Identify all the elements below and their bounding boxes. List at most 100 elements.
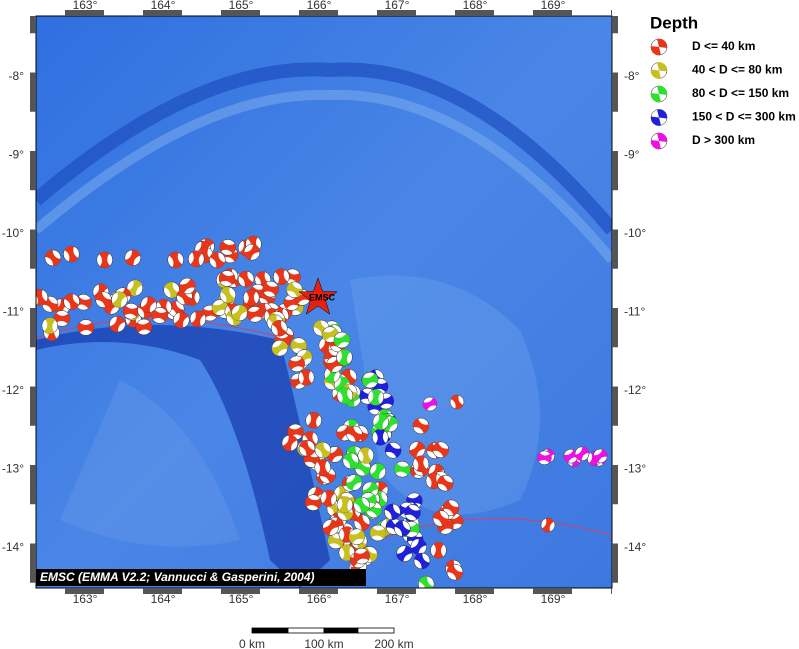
focal-mechanism xyxy=(322,519,339,536)
frame-tick xyxy=(221,588,260,594)
ball-quadrant xyxy=(191,310,205,327)
frame-tick xyxy=(455,10,494,16)
lat-label: -10° xyxy=(624,226,646,240)
focal-mechanism xyxy=(442,499,460,517)
ball-quadrant xyxy=(123,305,140,318)
lon-label: 167° xyxy=(385,592,410,606)
legend-label: D <= 40 km xyxy=(692,39,755,53)
ball-quadrant xyxy=(95,291,112,308)
legend-label: 80 < D <= 150 km xyxy=(692,86,789,100)
ball-quadrant xyxy=(322,490,335,507)
focal-mechanism xyxy=(540,517,556,533)
frame-tick xyxy=(30,543,36,583)
ball-quadrant xyxy=(537,452,552,463)
ball-quadrant xyxy=(437,519,454,533)
ball-quadrant xyxy=(374,429,386,446)
focal-mechanism xyxy=(219,286,237,304)
lat-label: -9° xyxy=(9,148,25,162)
focal-mechanism xyxy=(151,307,168,324)
lat-label: -8° xyxy=(624,69,640,83)
focal-mechanism xyxy=(432,441,449,459)
scale-label: 200 km xyxy=(374,637,413,649)
legend-entry: D > 300 km xyxy=(650,132,755,150)
focal-mechanism xyxy=(237,270,255,288)
frame-tick xyxy=(30,308,36,348)
ball-quadrant xyxy=(450,395,464,410)
focal-mechanism xyxy=(63,293,80,310)
ball-quadrant xyxy=(209,251,225,268)
ball-quadrant xyxy=(338,349,351,366)
frame-tick xyxy=(30,151,36,191)
frame-tick xyxy=(30,72,36,112)
lon-label: 164° xyxy=(151,592,176,606)
focal-mechanism xyxy=(246,306,264,323)
focal-mechanism xyxy=(243,243,261,261)
focal-mechanism xyxy=(298,369,315,386)
legend-swatch xyxy=(650,109,668,126)
ball-quadrant xyxy=(198,246,212,263)
ball-quadrant xyxy=(109,316,126,333)
ball-quadrant xyxy=(348,530,365,544)
focal-mechanism xyxy=(412,417,430,435)
legend-swatch xyxy=(650,38,668,56)
ball-quadrant xyxy=(563,449,578,463)
ball-quadrant xyxy=(370,463,386,480)
frame-tick xyxy=(612,72,618,112)
scale-label: 100 km xyxy=(304,637,343,649)
focal-mechanism xyxy=(219,239,237,256)
lon-label: 167° xyxy=(385,0,410,12)
ball-quadrant xyxy=(299,440,315,457)
frame-tick xyxy=(612,386,618,426)
ball-quadrant xyxy=(346,426,363,442)
focal-mechanism xyxy=(243,289,260,306)
ball-quadrant xyxy=(410,538,427,555)
focal-mechanism xyxy=(63,245,80,263)
legend-label: 40 < D <= 80 km xyxy=(692,63,782,77)
focal-mechanism xyxy=(286,281,303,299)
ball-quadrant xyxy=(245,289,257,306)
focal-mechanism xyxy=(95,291,112,308)
credit: EMSC (EMMA V2.2; Vannucci & Gasperini, 2… xyxy=(40,570,315,584)
ball-quadrant xyxy=(274,268,288,285)
frame-tick xyxy=(377,10,416,16)
ball-quadrant xyxy=(127,279,143,296)
ball-quadrant xyxy=(334,376,350,393)
frame-tick xyxy=(143,588,182,594)
ball-quadrant xyxy=(300,369,312,386)
ball-quadrant xyxy=(412,418,429,434)
focal-mechanism xyxy=(271,319,288,337)
lat-label: -13° xyxy=(2,462,24,476)
ball-quadrant xyxy=(338,387,352,404)
scale-segment xyxy=(323,627,359,634)
lon-label: 163° xyxy=(73,592,98,606)
lat-label: -14° xyxy=(624,540,646,554)
focal-mechanism xyxy=(367,389,385,406)
frame-tick xyxy=(612,151,618,191)
focal-mechanism xyxy=(111,291,128,309)
lat-label: -9° xyxy=(624,148,640,162)
ball-quadrant xyxy=(286,282,303,298)
lon-label: 168° xyxy=(463,592,488,606)
focal-mechanism xyxy=(353,547,370,565)
focal-mechanism xyxy=(209,251,226,269)
ball-quadrant xyxy=(404,505,421,520)
ball-quadrant xyxy=(307,412,320,429)
legend-entry: 150 < D <= 300 km xyxy=(650,109,796,126)
ball-quadrant xyxy=(287,426,304,438)
ball-quadrant xyxy=(305,496,322,509)
focal-mechanism xyxy=(408,441,426,458)
lon-label: 166° xyxy=(307,592,332,606)
frame-tick xyxy=(612,465,618,505)
frame-tick xyxy=(299,10,338,16)
frame-tick xyxy=(65,10,104,16)
ball-quadrant xyxy=(423,397,437,411)
ball-quadrant xyxy=(219,272,236,285)
focal-mechanism xyxy=(413,552,431,570)
focal-mechanism xyxy=(593,448,608,464)
map-area: EMSC xyxy=(36,16,612,588)
ball-quadrant xyxy=(64,246,79,263)
focal-mechanism xyxy=(369,463,387,480)
focal-mechanism xyxy=(437,474,454,492)
focal-mechanism xyxy=(140,296,157,313)
legend-entry: D <= 40 km xyxy=(650,38,755,56)
